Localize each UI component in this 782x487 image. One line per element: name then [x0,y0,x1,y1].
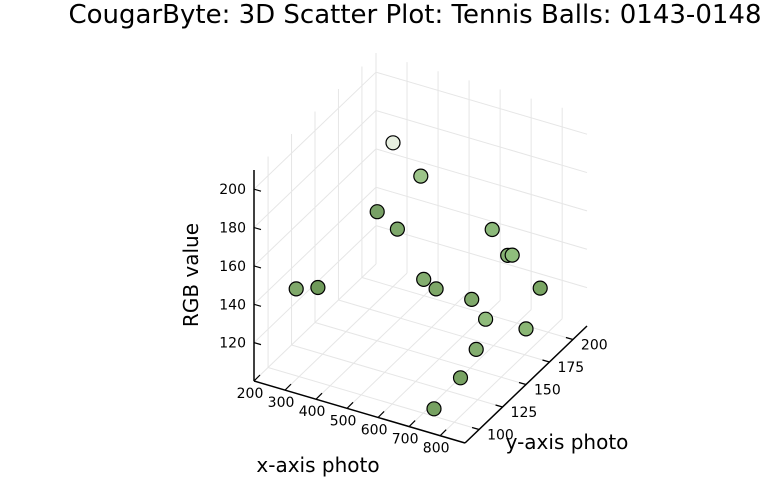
grid-line [375,225,588,289]
axes [253,170,588,444]
y-tick-mark [495,404,503,408]
data-point [426,401,442,417]
data-points [288,135,548,417]
grid-line [291,344,503,408]
chart-title: CougarByte: 3D Scatter Plot: Tennis Ball… [69,0,762,30]
x-tick-label: 700 [392,432,419,448]
data-point [464,291,480,307]
z-axis-label: RGB value [179,223,203,327]
data-point [468,341,484,357]
data-point [532,280,548,296]
x-tick-label: 500 [330,413,357,429]
tick-labels: 2003004005006007008001001251501752001201… [219,182,607,457]
grid-line [375,71,588,135]
data-point [428,281,444,297]
grid-line [253,186,377,305]
y-tick-mark [471,426,480,431]
y-tick-label: 175 [557,360,584,376]
x-axis-label: x-axis photo [256,453,379,477]
data-point [310,279,326,296]
y-tick-mark [542,359,550,363]
data-point [389,221,405,237]
y-tick-label: 125 [511,405,538,421]
z-tick-mark [253,188,262,192]
grid-line [253,110,377,228]
data-point [369,204,385,220]
x-tick-mark [439,429,447,437]
x-tick-label: 800 [423,441,450,457]
x-tick-mark [284,383,292,391]
z-tick-mark [253,226,262,231]
y-axis-label: y-axis photo [506,430,629,454]
x-tick-label: 200 [237,386,264,402]
data-point [452,370,469,386]
grid-line [267,367,480,430]
y-tick-label: 200 [581,338,608,354]
x-tick-mark [377,411,385,418]
z-tick-label: 140 [219,297,246,313]
x-tick-label: 300 [268,395,295,411]
z-tick-label: 120 [219,336,246,352]
z-tick-label: 180 [219,221,246,237]
x-axis-line [253,380,466,444]
y-tick-mark [565,336,574,341]
grid-line [314,322,527,385]
x-tick-mark [408,420,416,428]
grid-line [375,186,588,250]
data-point [518,321,534,337]
x-tick-mark [346,401,354,409]
z-tick-mark [253,265,262,269]
grid-line [375,148,588,212]
grid-line [361,277,574,340]
grid-line [253,71,377,190]
data-point [413,168,429,184]
z-tick-label: 160 [219,259,246,275]
data-point [416,271,432,287]
y-tick-mark [518,381,527,386]
grid-line [375,110,588,174]
z-tick-mark [253,342,262,346]
data-point [288,281,304,297]
data-point [478,311,494,327]
grid-line [338,299,550,363]
x-tick-label: 600 [361,422,388,438]
x-tick-mark [315,392,323,400]
y-tick-label: 150 [534,383,561,399]
x-tick-label: 400 [299,404,326,420]
y-tick-label: 100 [487,428,514,444]
data-point [504,247,520,263]
z-tick-mark [253,303,262,307]
x-tick-mark [253,374,261,382]
grid-line [253,148,377,267]
grid [253,53,588,437]
z-tick-label: 200 [219,182,246,198]
data-point [385,135,401,151]
data-point [484,221,500,238]
